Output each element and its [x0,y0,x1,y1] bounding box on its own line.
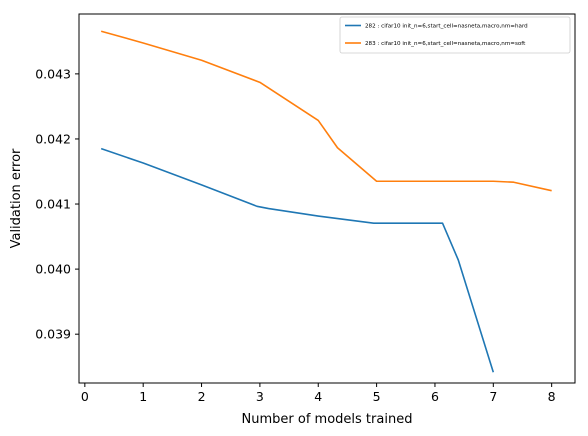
plot-frame [78,13,576,384]
series-line-0 [100,147,495,373]
y-tick-label: 0.039 [35,327,71,342]
legend-box [339,16,571,54]
series-line-1 [100,30,552,192]
legend-label-series-282: 282 : cifar10 init_n=6,start_cell=nasnet… [365,24,528,30]
legend: 282 : cifar10 init_n=6,start_cell=nasnet… [339,16,571,54]
plot-area [78,13,576,384]
x-tick-label: 5 [373,389,381,404]
x-axis-ticks: 0 1 2 3 4 5 6 7 8 [81,383,556,404]
y-tick-label: 0.041 [35,197,71,212]
legend-label-series-283: 283 : cifar10 init_n=6,start_cell=nasnet… [365,41,526,47]
x-tick-label: 6 [431,389,439,404]
y-tick-label: 0.042 [35,131,71,146]
x-tick-label: 0 [81,389,89,404]
x-tick-label: 2 [198,389,206,404]
y-axis-ticks: 0.039 0.040 0.041 0.042 0.043 [35,66,79,342]
y-tick-label: 0.043 [35,66,71,81]
x-tick-label: 1 [139,389,147,404]
x-tick-label: 7 [489,389,497,404]
x-axis-label: Number of models trained [242,412,413,427]
series-layer [100,30,552,373]
x-tick-label: 8 [548,389,556,404]
y-axis-label: Validation error [9,148,24,248]
x-tick-label: 4 [314,389,322,404]
y-tick-label: 0.040 [35,262,71,277]
x-tick-label: 3 [256,389,264,404]
